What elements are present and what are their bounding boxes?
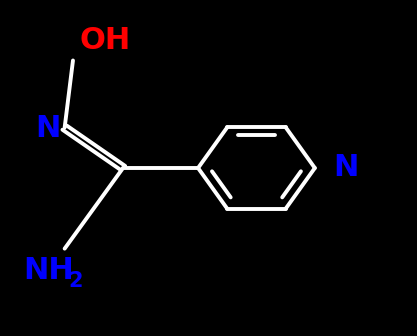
- Text: N: N: [35, 114, 61, 143]
- Text: 2: 2: [69, 270, 83, 291]
- Text: NH: NH: [23, 256, 74, 285]
- Text: OH: OH: [79, 26, 131, 55]
- Text: N: N: [334, 154, 359, 182]
